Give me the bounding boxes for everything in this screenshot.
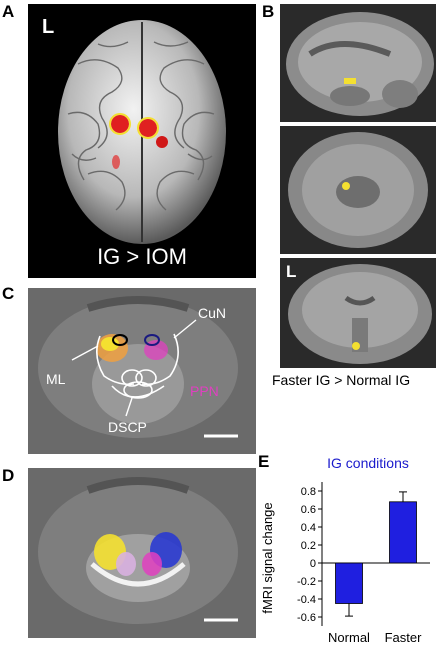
brain-top-view-svg [58, 20, 226, 244]
brainstem-annotated-svg: ML CuN DSCP PPN [38, 296, 238, 438]
activation-spot [116, 552, 136, 576]
activation-spot [101, 337, 119, 351]
label-dscp: DSCP [108, 419, 147, 435]
brainstem-nuclei-svg [38, 477, 238, 624]
panel-letter-c: C [2, 284, 15, 303]
anatomical-outlines [96, 333, 179, 399]
panel-b-coronal-slice: L [280, 258, 436, 368]
bar-faster [389, 501, 417, 564]
panel-e-bar-chart: IG conditions fMRI signal change -0.6-0.… [260, 455, 430, 645]
label-ml: ML [46, 371, 66, 387]
panel-b-axial-slice [280, 126, 436, 254]
label-ppn: PPN [190, 383, 219, 399]
y-tick-label: -0.6 [297, 612, 316, 624]
dscp-tract [90, 562, 186, 587]
bar-normal [335, 562, 363, 604]
panel-letter-e: E [258, 452, 270, 471]
y-tick-label: 0.6 [301, 504, 316, 516]
x-tick-label: Normal [328, 630, 370, 645]
roi-circle [137, 117, 159, 139]
y-tick-label: -0.4 [297, 594, 316, 606]
panel-b-sagittal-slice [280, 4, 436, 122]
activation-spot [142, 552, 162, 576]
panel-a-brain-render: L IG > IOM [28, 4, 256, 278]
y-axis-label: fMRI signal change [260, 502, 275, 613]
chart-plot-area: -0.6 -0.4 -0.2 0 0.2 0.4 0.6 0.8 Normal Faster [297, 482, 430, 645]
activation-spot [156, 136, 168, 148]
sagittal-slice-svg [286, 12, 434, 116]
panel-c-brainstem-slice: ML CuN DSCP PPN [28, 288, 256, 454]
activation-spot [352, 342, 360, 350]
panel-letter-a: A [2, 2, 15, 21]
orientation-label-a: L [42, 16, 55, 38]
activation-spot [344, 78, 356, 84]
roi-outline [144, 334, 160, 346]
contrast-label-b: Faster IG > Normal IG [272, 372, 411, 388]
x-tick-label: Faster [385, 630, 423, 645]
panel-letter-d: D [2, 466, 15, 485]
roi-circle [109, 113, 131, 135]
panel-d-brainstem-slice [28, 468, 256, 638]
y-tick-label: 0.2 [301, 540, 316, 552]
axial-slice-svg [288, 132, 428, 248]
y-tick-label: 0.8 [301, 486, 316, 498]
brain-gyri [67, 41, 215, 211]
contrast-label-a: IG > IOM [97, 244, 187, 269]
chart-title: IG conditions [327, 455, 409, 471]
activation-spot [139, 119, 157, 137]
y-tick-label: 0.4 [301, 522, 316, 534]
activation-spot [342, 182, 350, 190]
roi-outline [112, 334, 128, 346]
activation-spot [111, 115, 129, 133]
label-cun: CuN [198, 305, 226, 321]
y-tick-label: -0.2 [297, 576, 316, 588]
activation-spot [112, 155, 120, 169]
coronal-slice-svg [288, 264, 432, 364]
y-tick-label: 0 [310, 558, 316, 570]
label-pointers [71, 319, 197, 417]
orientation-label-b: L [286, 262, 297, 281]
panel-letter-b: B [262, 2, 275, 21]
